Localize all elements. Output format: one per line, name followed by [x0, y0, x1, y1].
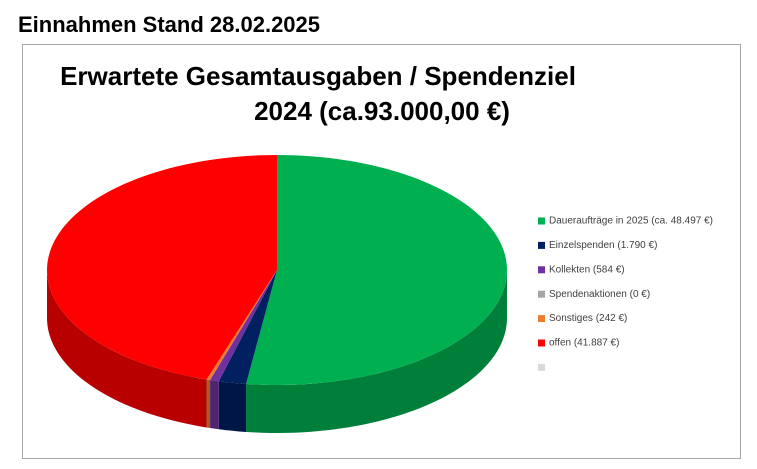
legend-swatch [538, 266, 545, 274]
pie-slice [206, 270, 277, 381]
legend-label: Spendenaktionen (0 €) [549, 289, 650, 300]
legend-swatch [538, 290, 545, 298]
pie-slice-side [246, 270, 507, 433]
pie-slice [246, 155, 507, 385]
legend-label: Kollekten (584 €) [549, 264, 625, 275]
pie-slice-side [47, 270, 207, 428]
legend-swatch [538, 315, 545, 323]
legend-label: Einzelspenden (1.790 €) [549, 240, 657, 251]
page-title: Einnahmen Stand 28.02.2025 [18, 12, 320, 37]
legend-label: Daueraufträge in 2025 (ca. 48.497 €) [549, 216, 713, 227]
legend-swatch [538, 217, 545, 225]
chart-title: Erwartete Gesamtausgaben / Spendenziel [60, 61, 576, 91]
pie-slice-side [206, 379, 211, 429]
pie-slice-side [218, 381, 247, 432]
chart-title: 2024 (ca.93.000,00 €) [254, 96, 510, 126]
legend-swatch [538, 363, 545, 371]
pie-slice [210, 270, 277, 382]
legend-swatch [538, 339, 545, 347]
legend-label: offen (41.887 €) [549, 338, 619, 349]
pie-slice [47, 155, 277, 380]
legend-swatch [538, 241, 545, 249]
pie-slice-side [210, 380, 219, 430]
pie-slice [218, 270, 277, 384]
legend-label: Sonstiges (242 €) [549, 313, 627, 324]
